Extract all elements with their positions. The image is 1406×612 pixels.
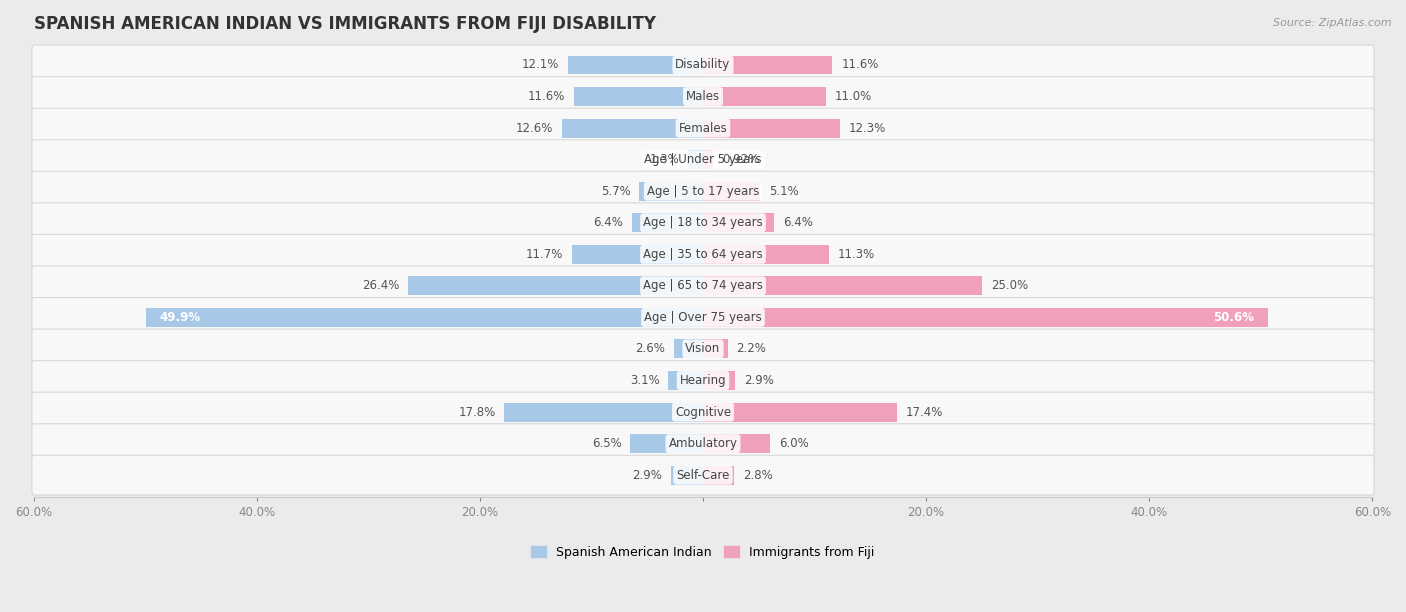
FancyBboxPatch shape (32, 424, 1374, 463)
Text: Age | Under 5 years: Age | Under 5 years (644, 153, 762, 166)
Text: Females: Females (679, 122, 727, 135)
Text: 11.3%: 11.3% (838, 248, 876, 261)
Bar (703, 245, 830, 264)
FancyBboxPatch shape (32, 45, 1374, 85)
FancyBboxPatch shape (32, 108, 1374, 148)
Text: 6.5%: 6.5% (592, 437, 621, 450)
Text: Ambulatory: Ambulatory (668, 437, 738, 450)
Bar (630, 434, 703, 453)
Legend: Spanish American Indian, Immigrants from Fiji: Spanish American Indian, Immigrants from… (526, 540, 880, 564)
Bar (631, 213, 703, 232)
Text: Males: Males (686, 90, 720, 103)
Bar (703, 119, 841, 138)
Text: 2.6%: 2.6% (636, 343, 665, 356)
Text: Self-Care: Self-Care (676, 469, 730, 482)
Bar (562, 119, 703, 138)
Text: SPANISH AMERICAN INDIAN VS IMMIGRANTS FROM FIJI DISABILITY: SPANISH AMERICAN INDIAN VS IMMIGRANTS FR… (34, 15, 655, 33)
Text: 17.8%: 17.8% (458, 406, 495, 419)
Text: 2.9%: 2.9% (744, 374, 775, 387)
Text: 12.6%: 12.6% (516, 122, 554, 135)
Bar (146, 308, 703, 327)
Text: 11.6%: 11.6% (527, 90, 565, 103)
Text: 2.2%: 2.2% (737, 343, 766, 356)
Text: 49.9%: 49.9% (160, 311, 201, 324)
FancyBboxPatch shape (32, 329, 1374, 369)
Text: Disability: Disability (675, 59, 731, 72)
Text: Age | Over 75 years: Age | Over 75 years (644, 311, 762, 324)
Bar (505, 403, 703, 422)
Text: 17.4%: 17.4% (905, 406, 943, 419)
Text: 12.1%: 12.1% (522, 59, 560, 72)
Text: 11.7%: 11.7% (526, 248, 564, 261)
Bar (689, 150, 703, 169)
FancyBboxPatch shape (32, 140, 1374, 179)
Text: 50.6%: 50.6% (1213, 311, 1254, 324)
Text: 2.8%: 2.8% (744, 469, 773, 482)
Text: 25.0%: 25.0% (991, 279, 1028, 293)
FancyBboxPatch shape (32, 455, 1374, 495)
Text: 5.7%: 5.7% (600, 185, 630, 198)
Bar (703, 403, 897, 422)
FancyBboxPatch shape (32, 234, 1374, 274)
Text: 0.92%: 0.92% (723, 153, 759, 166)
Bar (703, 56, 832, 75)
Bar (568, 56, 703, 75)
Bar (703, 182, 759, 201)
FancyBboxPatch shape (32, 297, 1374, 337)
Text: Age | 35 to 64 years: Age | 35 to 64 years (643, 248, 763, 261)
Text: Cognitive: Cognitive (675, 406, 731, 419)
Bar (703, 87, 825, 106)
Text: Age | 18 to 34 years: Age | 18 to 34 years (643, 216, 763, 230)
Bar (671, 466, 703, 485)
Bar (703, 371, 735, 390)
Text: 2.9%: 2.9% (631, 469, 662, 482)
Bar (703, 308, 1268, 327)
FancyBboxPatch shape (32, 171, 1374, 211)
Bar (409, 277, 703, 296)
Text: Hearing: Hearing (679, 374, 727, 387)
Text: 6.4%: 6.4% (783, 216, 813, 230)
Text: 12.3%: 12.3% (849, 122, 886, 135)
Text: 3.1%: 3.1% (630, 374, 659, 387)
Text: Vision: Vision (685, 343, 721, 356)
FancyBboxPatch shape (32, 76, 1374, 116)
Bar (640, 182, 703, 201)
Text: 1.3%: 1.3% (650, 153, 679, 166)
Bar (673, 340, 703, 359)
FancyBboxPatch shape (32, 360, 1374, 400)
Text: 6.0%: 6.0% (779, 437, 808, 450)
Bar (703, 466, 734, 485)
Text: 11.6%: 11.6% (841, 59, 879, 72)
Text: 26.4%: 26.4% (363, 279, 399, 293)
FancyBboxPatch shape (32, 266, 1374, 306)
Bar (668, 371, 703, 390)
FancyBboxPatch shape (32, 203, 1374, 242)
Text: Source: ZipAtlas.com: Source: ZipAtlas.com (1274, 18, 1392, 28)
Text: Age | 65 to 74 years: Age | 65 to 74 years (643, 279, 763, 293)
FancyBboxPatch shape (32, 392, 1374, 432)
Bar (572, 245, 703, 264)
Text: 11.0%: 11.0% (835, 90, 872, 103)
Bar (703, 150, 713, 169)
Text: Age | 5 to 17 years: Age | 5 to 17 years (647, 185, 759, 198)
Bar (703, 434, 770, 453)
Bar (574, 87, 703, 106)
Bar (703, 277, 981, 296)
Bar (703, 340, 727, 359)
Bar (703, 213, 775, 232)
Text: 5.1%: 5.1% (769, 185, 799, 198)
Text: 6.4%: 6.4% (593, 216, 623, 230)
